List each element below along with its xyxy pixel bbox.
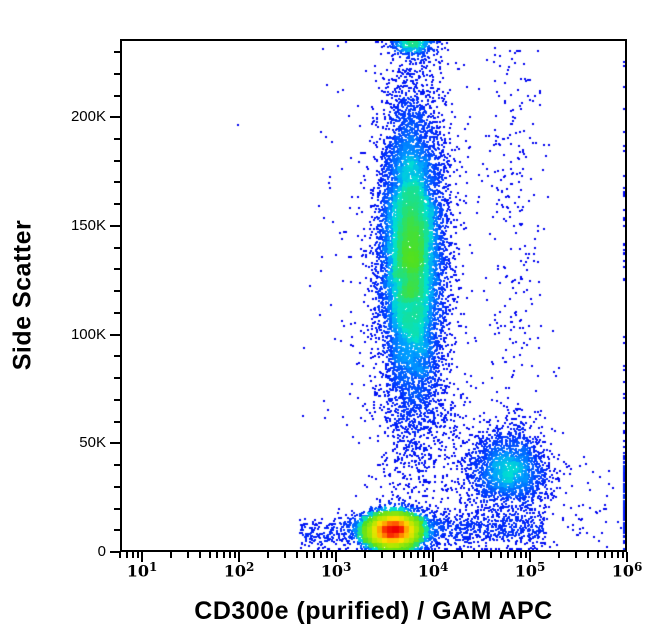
x-axis-minor-tick: [490, 552, 493, 558]
x-axis-minor-tick: [604, 552, 607, 558]
x-axis-minor-tick: [616, 552, 619, 558]
x-axis-minor-tick: [499, 552, 502, 558]
x-axis-minor-tick: [364, 552, 367, 558]
x-axis-minor-tick: [513, 552, 516, 558]
y-axis-tick: [110, 442, 120, 445]
x-axis-minor-tick: [228, 552, 231, 558]
x-axis-minor-tick: [575, 552, 578, 558]
x-axis-minor-tick: [233, 552, 236, 558]
y-axis-tick: [110, 224, 120, 227]
x-axis-minor-tick: [610, 552, 613, 558]
y-axis-minor-tick: [114, 290, 120, 293]
x-axis-minor-tick: [216, 552, 219, 558]
x-axis-minor-tick: [313, 552, 316, 558]
x-axis-minor-tick: [524, 552, 527, 558]
x-axis-tick-label: 105: [514, 560, 546, 581]
x-axis-tick: [529, 552, 531, 562]
x-axis-minor-tick: [422, 552, 425, 558]
y-axis-minor-tick: [114, 485, 120, 488]
y-axis-minor-tick: [114, 51, 120, 54]
x-axis-tick-label: 104: [417, 560, 449, 581]
y-axis-title: Side Scatter: [8, 219, 37, 371]
x-axis-minor-tick: [402, 552, 405, 558]
plot-border: [120, 39, 627, 552]
x-axis-minor-tick: [131, 552, 134, 558]
x-axis-minor-tick: [427, 552, 430, 558]
x-axis-tick-label: 106: [611, 560, 643, 581]
x-axis-minor-tick: [187, 552, 190, 558]
y-axis-tick-label: 100K: [70, 325, 106, 343]
y-axis-tick: [110, 116, 120, 119]
y-axis-minor-tick: [114, 420, 120, 423]
x-axis-minor-tick: [478, 552, 481, 558]
x-axis-tick: [335, 552, 337, 562]
x-axis-minor-tick: [410, 552, 413, 558]
y-axis-tick: [110, 551, 120, 553]
y-axis-tick: [110, 333, 120, 336]
x-axis-minor-tick: [587, 552, 590, 558]
x-axis-minor-tick: [621, 552, 624, 558]
y-axis-tick-label: 0: [97, 543, 106, 560]
x-axis-minor-tick: [125, 552, 128, 558]
x-axis-minor-tick: [381, 552, 384, 558]
x-axis-minor-tick: [596, 552, 599, 558]
x-axis-minor-tick: [558, 552, 561, 558]
x-axis-minor-tick: [119, 552, 122, 558]
x-axis-title: CD300e (purified) / GAM APC: [194, 597, 553, 625]
x-axis-minor-tick: [267, 552, 270, 558]
y-axis-minor-tick: [114, 203, 120, 206]
x-axis-tick: [626, 552, 628, 562]
x-axis-minor-tick: [199, 552, 202, 558]
y-axis-minor-tick: [114, 159, 120, 162]
y-axis-tick-label: 200K: [70, 108, 106, 126]
x-axis-minor-tick: [461, 552, 464, 558]
x-axis-tick-label: 103: [320, 560, 352, 581]
x-axis-minor-tick: [296, 552, 299, 558]
y-axis-minor-tick: [114, 181, 120, 184]
y-axis-minor-tick: [114, 311, 120, 314]
y-axis-tick-label: 50K: [79, 434, 106, 452]
y-axis-minor-tick: [114, 377, 120, 380]
y-axis-minor-tick: [114, 398, 120, 401]
x-axis-minor-tick: [284, 552, 287, 558]
x-axis-tick-label: 101: [126, 560, 158, 581]
y-axis-minor-tick: [114, 507, 120, 510]
x-axis-tick: [432, 552, 434, 562]
x-axis-minor-tick: [136, 552, 139, 558]
y-axis-minor-tick: [114, 72, 120, 75]
x-axis-minor-tick: [519, 552, 522, 558]
scatter-density-canvas: [122, 41, 625, 550]
x-axis-minor-tick: [305, 552, 308, 558]
x-axis-minor-tick: [325, 552, 328, 558]
x-axis-minor-tick: [416, 552, 419, 558]
y-axis-minor-tick: [114, 94, 120, 97]
x-axis-minor-tick: [222, 552, 225, 558]
x-axis-tick: [141, 552, 144, 562]
x-axis-tick-label: 102: [223, 560, 255, 581]
y-axis-minor-tick: [114, 529, 120, 532]
y-axis-minor-tick: [114, 268, 120, 271]
y-axis-minor-tick: [114, 137, 120, 140]
x-axis-minor-tick: [208, 552, 211, 558]
x-axis-minor-tick: [393, 552, 396, 558]
x-axis-minor-tick: [507, 552, 510, 558]
y-axis-minor-tick: [114, 355, 120, 358]
x-axis-tick: [238, 552, 240, 562]
x-axis-minor-tick: [319, 552, 322, 558]
y-axis-minor-tick: [114, 246, 120, 249]
y-axis-tick-label: 150K: [70, 216, 106, 234]
x-axis-minor-tick: [330, 552, 333, 558]
y-axis-minor-tick: [114, 464, 120, 467]
x-axis-minor-tick: [170, 552, 173, 558]
